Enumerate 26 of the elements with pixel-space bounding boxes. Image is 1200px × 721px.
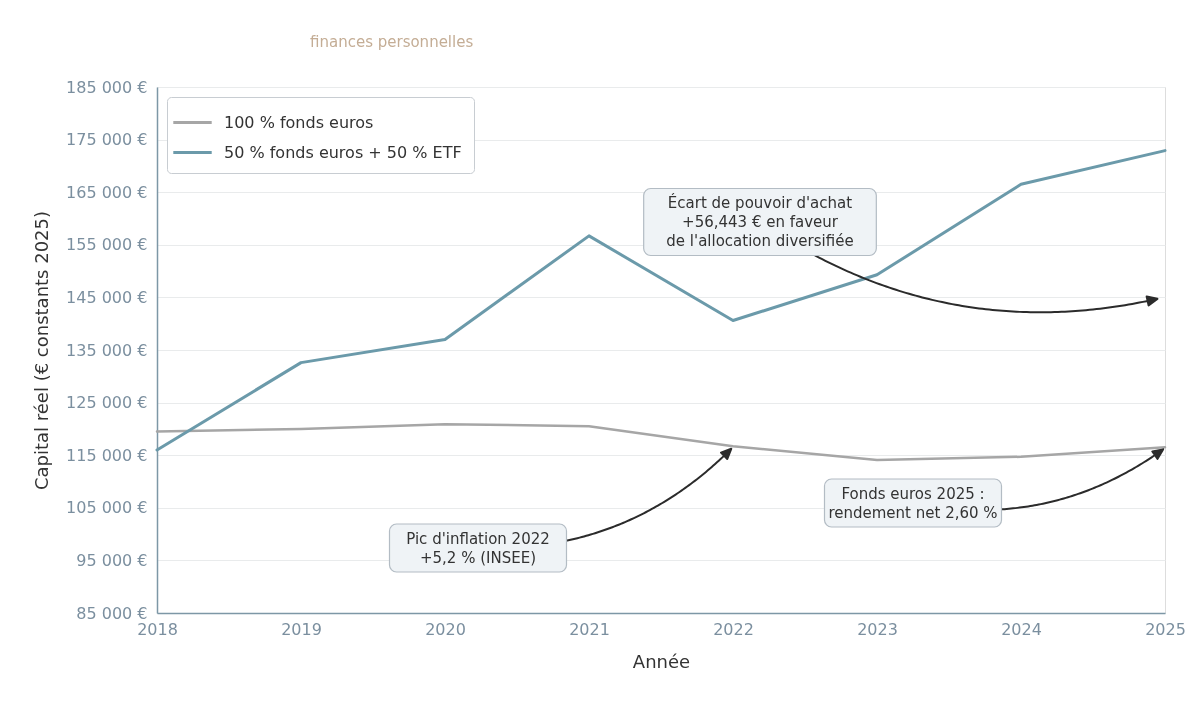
y-tick-label: 135 000 € (66, 340, 148, 360)
annotation: Fonds euros 2025 : rendement net 2,60 % (828, 484, 998, 522)
y-tick-label: 95 000 € (76, 550, 148, 570)
x-tick-label: 2020 (425, 619, 466, 639)
y-axis-title: Capital réel (€ constants 2025) (31, 210, 53, 491)
y-tick-label: 175 000 € (66, 130, 148, 150)
x-tick-label: 2019 (281, 619, 322, 639)
annotation: Pic d'inflation 2022 +5,2 % (INSEE) (406, 529, 550, 567)
y-tick-label: 165 000 € (66, 182, 148, 202)
x-tick-label: 2021 (569, 619, 610, 639)
chart-subtitle: finances personnelles (310, 33, 474, 51)
y-tick-label: 115 000 € (66, 445, 148, 465)
y-tick-label: 145 000 € (66, 287, 148, 307)
annotation: Écart de pouvoir d'achat +56,443 € en faveur de l'allocation diversifiée (666, 193, 854, 250)
legend-label: 100 % fonds euros (224, 112, 374, 132)
x-axis-title: Année (632, 650, 691, 672)
y-tick-label: 105 000 € (66, 498, 148, 518)
y-tick-label: 125 000 € (66, 393, 148, 413)
y-tick-label: 155 000 € (66, 235, 148, 255)
line-series (155, 422, 1167, 462)
x-tick-label: 2023 (857, 619, 898, 639)
y-tick-label: 185 000 € (66, 77, 148, 97)
x-tick-label: 2022 (713, 619, 754, 639)
x-tick-label: 2025 (1145, 619, 1186, 639)
x-tick-label: 2024 (1001, 619, 1042, 639)
legend-label: 50 % fonds euros + 50 % ETF (224, 142, 462, 162)
